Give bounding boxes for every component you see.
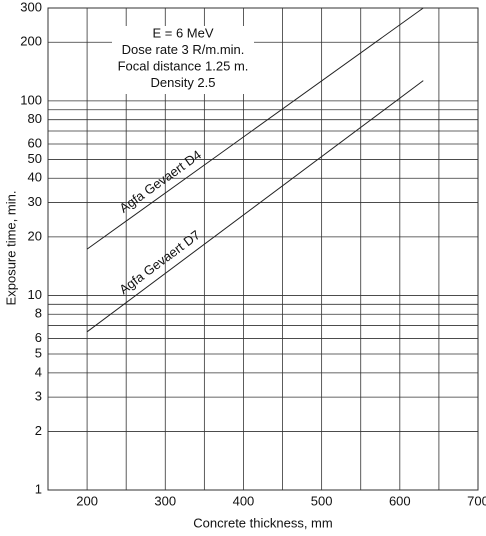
y-tick-label: 5: [35, 345, 42, 360]
data-line: [86, 7, 424, 250]
y-tick-label: 4: [35, 364, 42, 379]
y-tick-label: 50: [28, 151, 42, 166]
y-tick-label: 40: [28, 170, 42, 185]
x-tick-label: 400: [233, 493, 255, 508]
annotation-box: [112, 26, 254, 94]
x-tick-label: 300: [154, 493, 176, 508]
y-tick-label: 200: [20, 34, 42, 49]
x-tick-label: 500: [311, 493, 333, 508]
y-tick-label: 2: [35, 423, 42, 438]
annotation: Density 2.5: [150, 75, 215, 90]
y-axis-label: Exposure time, min.: [3, 191, 18, 306]
annotation: Dose rate 3 R/m.min.: [122, 42, 245, 57]
y-tick-label: 1: [35, 481, 42, 496]
y-tick-label: 80: [28, 111, 42, 126]
y-tick-label: 10: [28, 287, 42, 302]
annotation: E = 6 MeV: [152, 25, 213, 40]
y-tick-label: 20: [28, 228, 42, 243]
y-tick-label: 100: [20, 92, 42, 107]
y-tick-label: 30: [28, 194, 42, 209]
y-tick-label: 8: [35, 306, 42, 321]
legend-label: Agfa Gevaert D4: [117, 147, 204, 216]
x-tick-label: 200: [76, 493, 98, 508]
data-line: [86, 80, 424, 333]
x-tick-label: 700: [467, 493, 486, 508]
y-tick-label: 60: [28, 135, 42, 150]
annotation: Focal distance 1.25 m.: [118, 58, 249, 73]
x-tick-label: 600: [389, 493, 411, 508]
x-axis-label: Concrete thickness, mm: [193, 515, 332, 530]
legend-label: Agfa Gevaert D7: [116, 227, 203, 297]
y-tick-label: 300: [20, 0, 42, 14]
y-tick-label: 6: [35, 330, 42, 345]
y-tick-label: 3: [35, 389, 42, 404]
